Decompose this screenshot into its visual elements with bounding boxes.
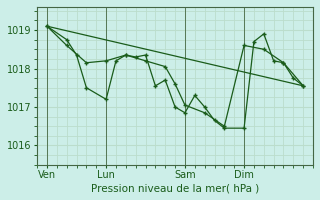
X-axis label: Pression niveau de la mer( hPa ): Pression niveau de la mer( hPa )	[91, 183, 259, 193]
